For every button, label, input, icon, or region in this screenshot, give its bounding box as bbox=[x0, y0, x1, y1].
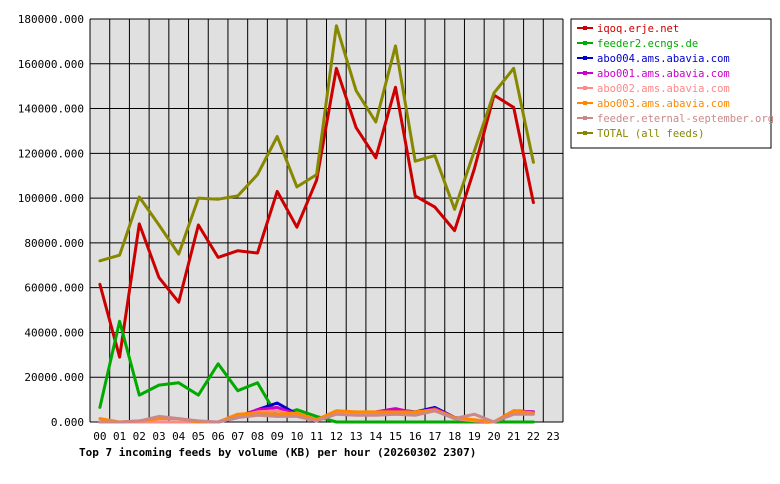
x-tick-label: 11 bbox=[310, 430, 323, 443]
x-tick-label: 10 bbox=[290, 430, 303, 443]
x-tick-label: 22 bbox=[527, 430, 540, 443]
legend-marker bbox=[583, 26, 587, 30]
x-tick-label: 03 bbox=[152, 430, 165, 443]
x-tick-label: 16 bbox=[409, 430, 422, 443]
legend-marker bbox=[583, 131, 587, 135]
legend-marker bbox=[583, 71, 587, 75]
x-tick-label: 09 bbox=[271, 430, 284, 443]
x-tick-label: 04 bbox=[172, 430, 186, 443]
series-line bbox=[98, 66, 535, 359]
legend-box bbox=[570, 18, 772, 149]
x-tick-label: 21 bbox=[507, 430, 520, 443]
legend-marker bbox=[583, 101, 587, 105]
legend-label: iqoq.erje.net bbox=[597, 23, 679, 35]
legend-label: feeder.eternal-september.org bbox=[597, 113, 774, 125]
plot-area: 0.000 20000.000 40000.000 60000.000 80000.00… bbox=[18, 13, 564, 443]
x-tick-label: 20 bbox=[487, 430, 500, 443]
legend-marker bbox=[583, 56, 587, 60]
y-tick-label: 140000.000 bbox=[18, 103, 84, 116]
x-tick-label: 18 bbox=[448, 430, 461, 443]
x-tick-label: 23 bbox=[547, 430, 560, 443]
y-tick-label: 80000.000 bbox=[24, 237, 84, 250]
legend-label: abo002.ams.abavia.com bbox=[597, 83, 730, 95]
y-tick-label: 0.000 bbox=[51, 416, 84, 429]
y-tick-label: 180000.000 bbox=[18, 13, 84, 26]
x-tick-label: 07 bbox=[231, 430, 244, 443]
x-tick-label: 15 bbox=[389, 430, 402, 443]
legend-label: TOTAL (all feeds) bbox=[597, 128, 704, 140]
legend-label: feeder2.ecngs.de bbox=[597, 38, 698, 50]
legend-label: abo001.ams.abavia.com bbox=[597, 68, 730, 80]
x-tick-label: 05 bbox=[192, 430, 205, 443]
y-tick-label: 100000.000 bbox=[18, 192, 84, 205]
legend-label: abo003.ams.abavia.com bbox=[597, 98, 730, 110]
y-tick-label: 60000.000 bbox=[24, 282, 84, 295]
legend-marker bbox=[583, 41, 587, 45]
y-tick-label: 160000.000 bbox=[18, 58, 84, 71]
x-tick-label: 13 bbox=[349, 430, 362, 443]
y-tick-label: 120000.000 bbox=[18, 147, 84, 160]
x-tick-label: 12 bbox=[330, 430, 343, 443]
x-tick-label: 08 bbox=[251, 430, 264, 443]
legend-marker bbox=[583, 116, 587, 120]
legend-marker bbox=[583, 86, 587, 90]
x-tick-label: 06 bbox=[211, 430, 224, 443]
x-tick-label: 02 bbox=[133, 430, 146, 443]
x-tick-label: 17 bbox=[428, 430, 441, 443]
x-tick-label: 14 bbox=[369, 430, 383, 443]
series-line bbox=[98, 24, 535, 263]
y-tick-label: 20000.000 bbox=[24, 371, 84, 384]
chart-title: Top 7 incoming feeds by volume (KB) per … bbox=[79, 446, 476, 459]
x-tick-label: 01 bbox=[113, 430, 126, 443]
x-tick-label: 00 bbox=[93, 430, 106, 443]
legend: iqoq.erje.net feeder2.ecngs.de abo004.ams.… bbox=[570, 18, 774, 149]
y-tick-label: 40000.000 bbox=[24, 326, 84, 339]
series-line bbox=[98, 319, 535, 424]
series-line bbox=[98, 409, 535, 424]
x-tick-label: 19 bbox=[468, 430, 481, 443]
legend-label: abo004.ams.abavia.com bbox=[597, 53, 730, 65]
